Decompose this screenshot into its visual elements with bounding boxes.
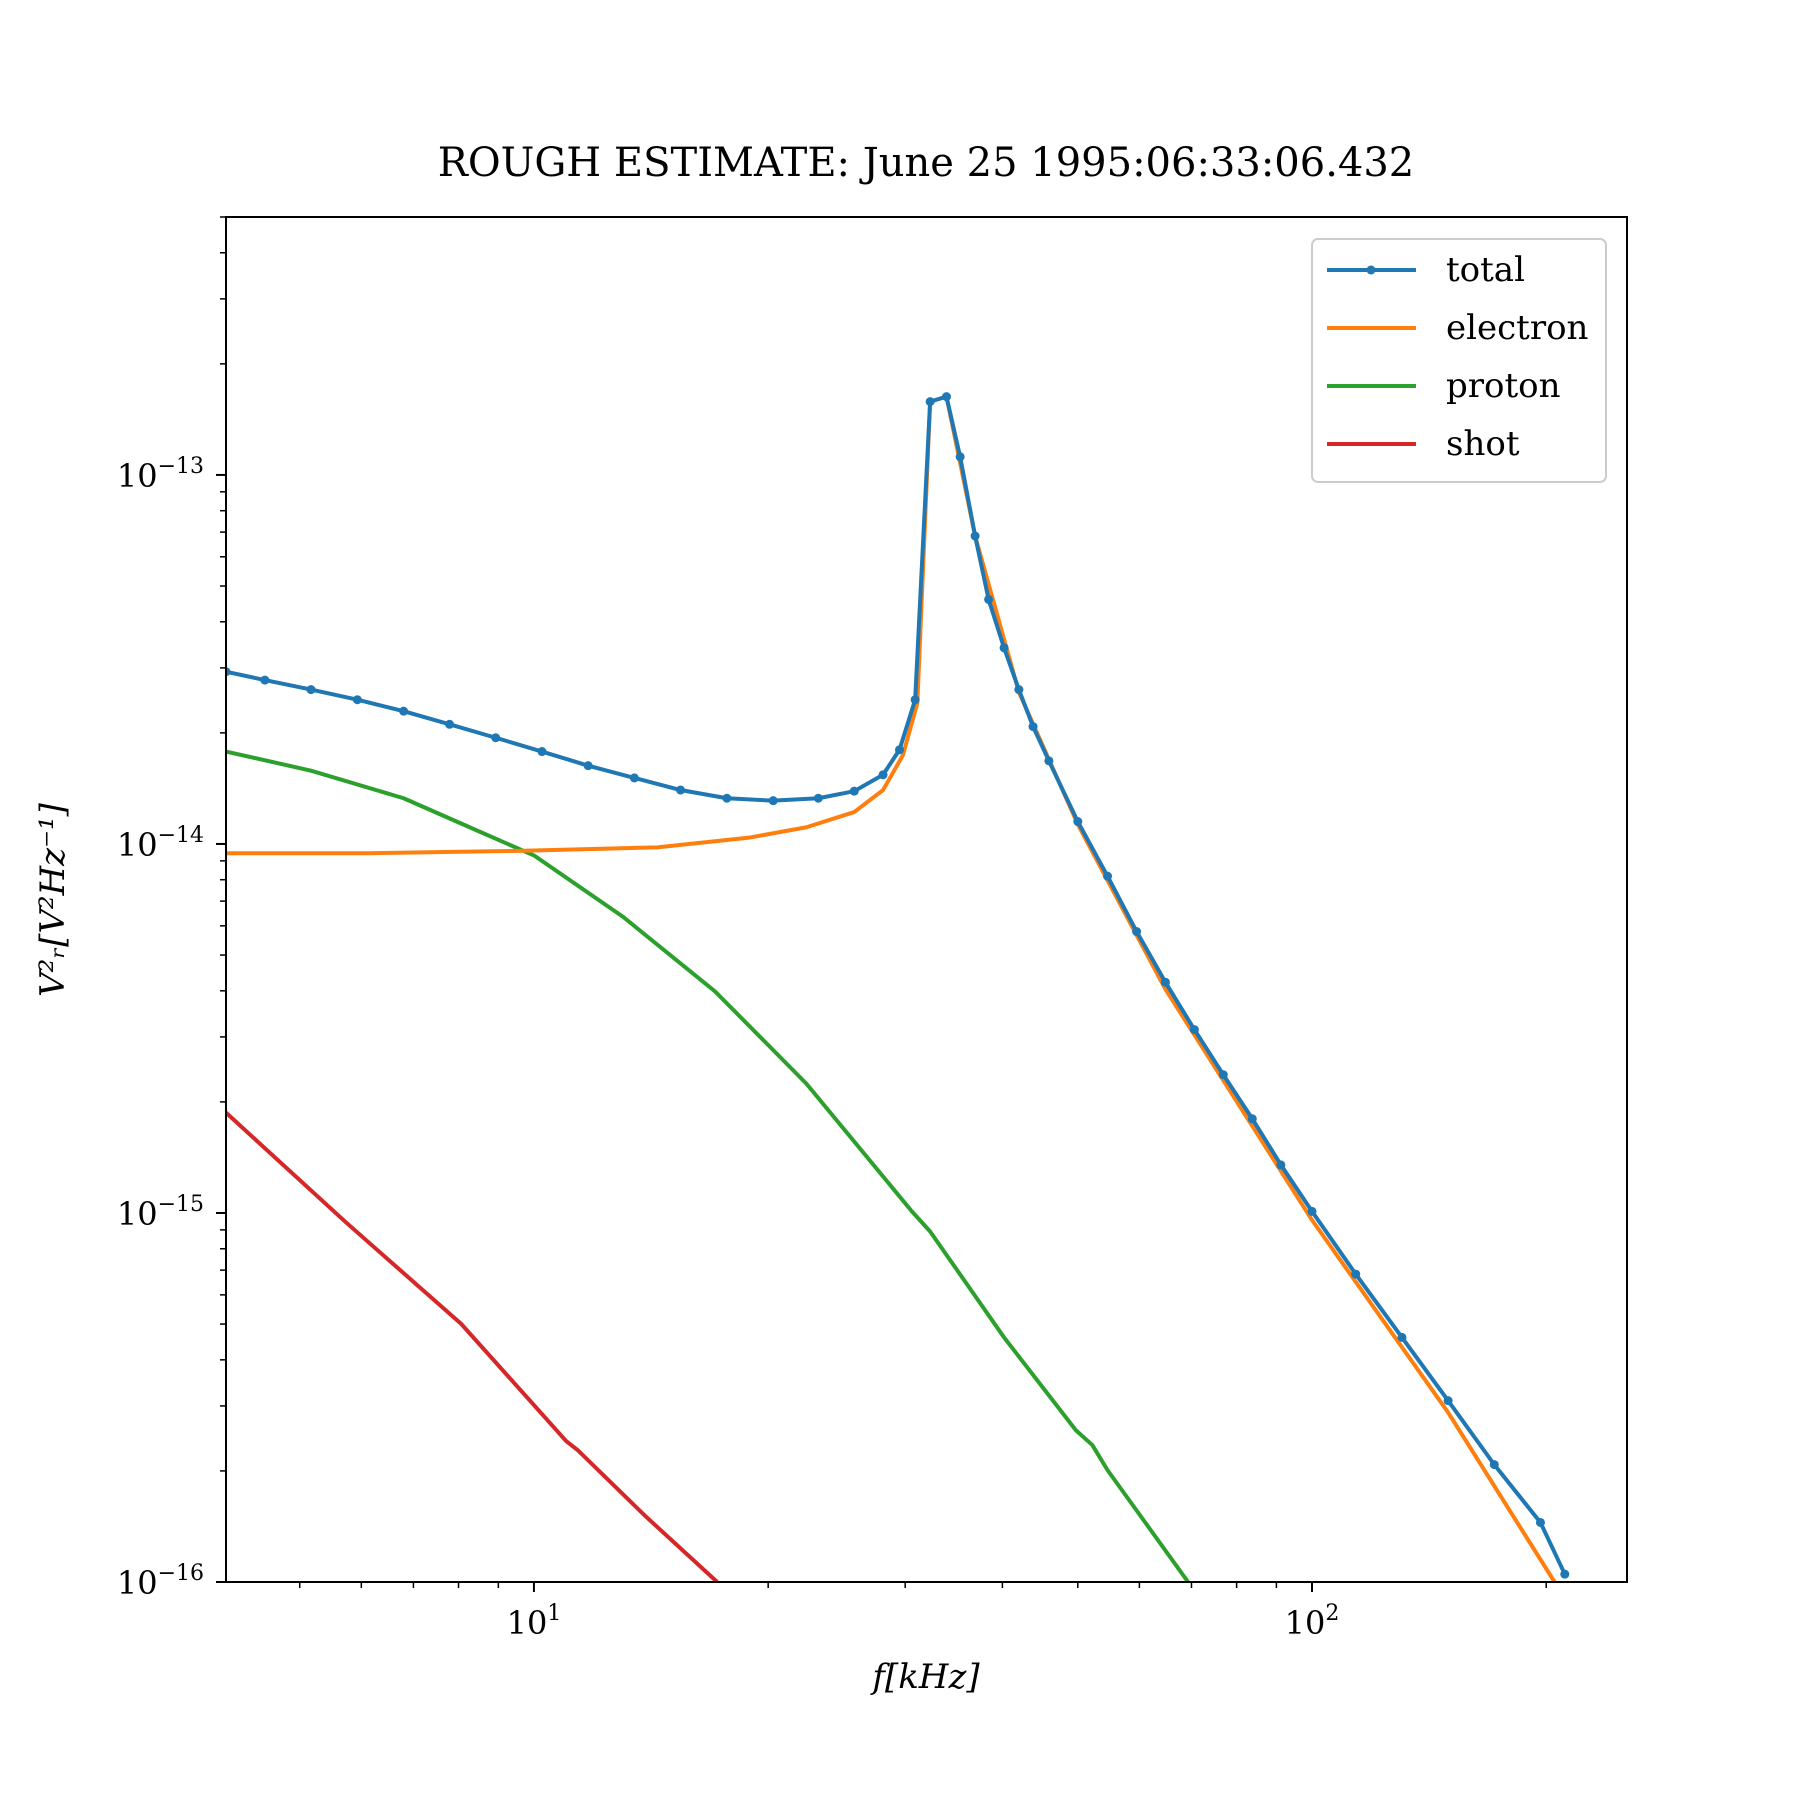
data-point <box>1443 1396 1453 1406</box>
data-point <box>306 685 316 695</box>
plot-frame <box>225 216 1628 1583</box>
legend-marker <box>1366 265 1376 275</box>
data-point <box>768 796 778 806</box>
data-point <box>941 392 951 402</box>
data-point <box>1132 927 1142 937</box>
data-point <box>1489 1460 1499 1470</box>
data-point <box>1103 871 1113 881</box>
data-point <box>676 785 686 795</box>
data-point <box>999 643 1009 653</box>
data-point <box>894 745 904 755</box>
series-line <box>226 1111 719 1582</box>
data-point <box>1560 1569 1570 1579</box>
y-tick-label: 10−16 <box>117 1561 204 1602</box>
data-point <box>1014 685 1024 695</box>
data-point <box>722 793 732 803</box>
data-point <box>537 747 547 757</box>
data-point <box>491 733 501 743</box>
legend-label: total <box>1446 250 1525 290</box>
data-point <box>352 695 362 705</box>
data-point <box>1044 756 1054 766</box>
data-point <box>1535 1517 1545 1527</box>
data-point <box>925 397 935 407</box>
x-axis-label: f[kHz] <box>869 1657 980 1697</box>
data-point <box>910 695 920 705</box>
data-point <box>813 793 823 803</box>
data-point <box>1247 1114 1257 1124</box>
series-line <box>226 749 1190 1582</box>
data-point <box>1397 1332 1407 1342</box>
x-tick-label: 102 <box>1285 1601 1340 1642</box>
data-point <box>955 452 965 462</box>
data-point <box>1307 1206 1317 1216</box>
y-tick-label: 10−13 <box>117 454 204 495</box>
y-tick-label: 10−15 <box>117 1192 204 1233</box>
data-point <box>1276 1160 1286 1170</box>
data-point <box>1218 1070 1228 1080</box>
data-point <box>1028 722 1038 732</box>
legend-label: proton <box>1446 366 1561 406</box>
y-tick-label: 10−14 <box>117 823 204 864</box>
y-axis-label: V²ᵣ[V²Hz⁻¹] <box>33 802 73 997</box>
data-point <box>226 667 231 677</box>
data-point <box>878 770 888 780</box>
plot-area <box>226 392 1570 1582</box>
chart-title: ROUGH ESTIMATE: June 25 1995:06:33:06.43… <box>438 140 1415 186</box>
data-point <box>1073 817 1083 827</box>
data-point <box>445 719 455 729</box>
data-point <box>260 675 270 685</box>
data-point <box>629 773 639 783</box>
legend-label: shot <box>1446 424 1520 464</box>
x-tick-label: 101 <box>507 1601 562 1642</box>
legend-box <box>1311 238 1607 483</box>
data-point <box>1351 1269 1361 1279</box>
data-point <box>1160 977 1170 987</box>
data-point <box>849 786 859 796</box>
data-point <box>984 594 994 604</box>
data-point <box>1189 1025 1199 1035</box>
series-line <box>226 394 1567 1576</box>
legend-label: electron <box>1446 308 1588 348</box>
data-point <box>970 531 980 541</box>
axes: 101 102 10−16 10−15 10−14 10−13 <box>117 216 1547 1642</box>
legend: total electron proton shot <box>1311 238 1607 483</box>
data-point <box>399 706 409 716</box>
data-point <box>583 761 593 771</box>
